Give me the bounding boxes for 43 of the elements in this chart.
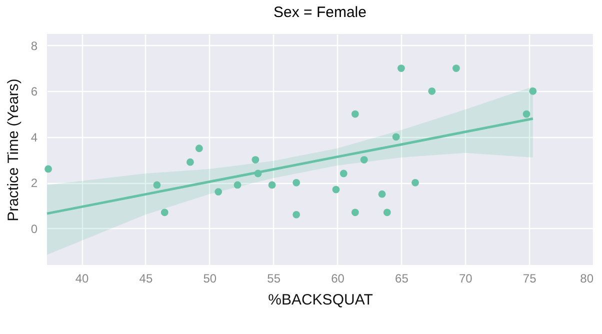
x-tick-label: 80: [580, 272, 594, 286]
x-tick-label: 40: [75, 272, 90, 286]
point: [234, 181, 242, 189]
x-tick-label: 55: [267, 272, 281, 286]
point: [397, 64, 405, 72]
point: [268, 181, 276, 189]
point: [452, 64, 460, 72]
chart-title: Sex = Female: [274, 4, 366, 21]
point: [340, 170, 348, 178]
x-tick-label: 75: [522, 272, 537, 286]
point: [351, 110, 359, 118]
point: [529, 87, 537, 95]
point: [360, 156, 368, 164]
point: [153, 181, 161, 189]
y-tick-label: 0: [30, 222, 38, 236]
y-tick-label: 4: [30, 130, 38, 144]
point: [392, 133, 400, 141]
point: [292, 178, 300, 186]
point: [195, 144, 203, 152]
point: [412, 178, 419, 186]
x-tick-label: 50: [203, 272, 217, 286]
point: [214, 188, 222, 196]
x-axis-title: %BACKSQUAT: [268, 292, 373, 308]
point: [160, 208, 168, 216]
y-tick-label: 8: [30, 38, 38, 53]
y-axis-title: Practice Time (Years): [4, 78, 22, 222]
point: [383, 208, 391, 216]
point: [44, 165, 52, 173]
y-tick-label: 2: [30, 176, 38, 190]
x-tick-label: 60: [331, 272, 345, 286]
y-tick-label: 6: [30, 84, 38, 99]
x-tick-label: 65: [395, 272, 409, 286]
point: [378, 190, 386, 198]
point: [186, 158, 194, 166]
point: [332, 186, 340, 194]
x-tick-label: 45: [139, 272, 153, 286]
point: [428, 87, 436, 95]
point: [351, 208, 359, 216]
x-tick-label: 70: [458, 272, 473, 286]
point: [522, 110, 530, 118]
point: [254, 170, 262, 178]
point: [292, 210, 300, 218]
point: [252, 156, 260, 164]
